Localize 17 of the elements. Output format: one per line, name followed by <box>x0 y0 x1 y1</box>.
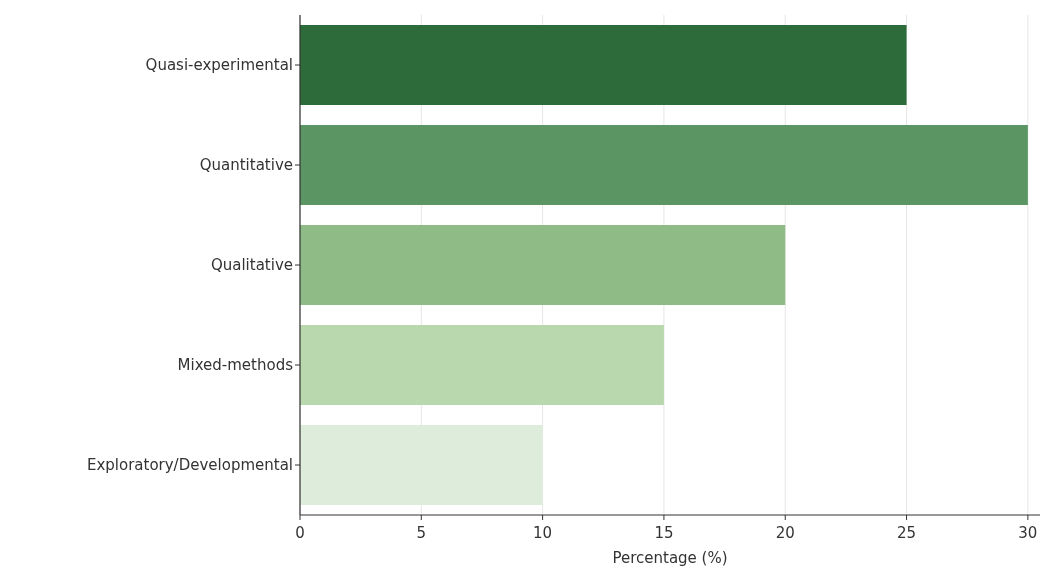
x-tick-label: 30 <box>1018 524 1038 542</box>
bar <box>300 225 786 305</box>
x-axis-title: Percentage (%) <box>612 549 728 567</box>
bar <box>300 25 907 105</box>
bar <box>300 325 664 405</box>
y-tick-label: Exploratory/Developmental <box>86 456 293 475</box>
x-tick-label: 20 <box>775 524 795 542</box>
x-tick-label: 15 <box>654 524 674 542</box>
x-tick-label: 5 <box>416 524 427 542</box>
y-tick-label: Quasi-experimental <box>145 56 293 75</box>
x-tick-label: 0 <box>295 524 305 542</box>
y-tick-label: Quantitative <box>199 156 293 175</box>
bar <box>300 125 1028 205</box>
y-tick-label: Mixed-methods <box>177 356 294 375</box>
x-tick-label: 25 <box>897 524 917 542</box>
x-tick-label: 10 <box>533 524 553 542</box>
y-tick-label: Qualitative <box>210 256 293 275</box>
